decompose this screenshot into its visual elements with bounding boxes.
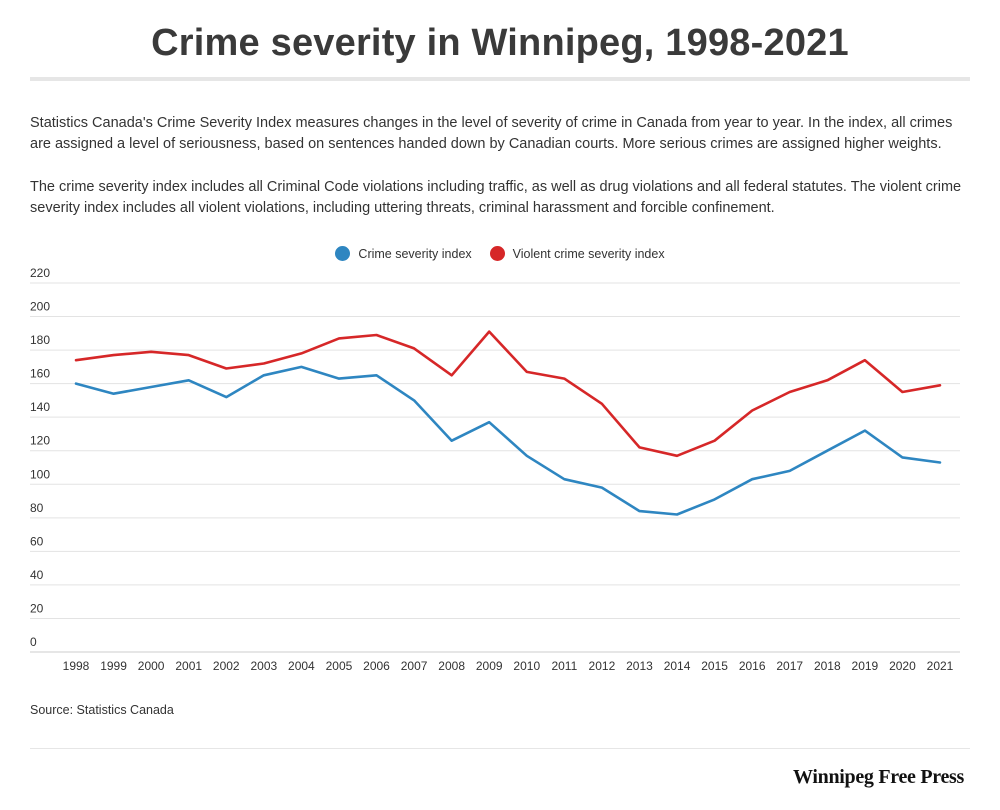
x-tick-label-2021: 2021 xyxy=(927,659,954,673)
source-note: Source: Statistics Canada xyxy=(30,703,174,717)
y-tick-label-180: 180 xyxy=(30,333,50,347)
legend-item-violent-crime-severity: Violent crime severity index xyxy=(489,246,665,261)
legend-label-violent-crime-severity: Violent crime severity index xyxy=(512,246,665,261)
x-tick-label-2015: 2015 xyxy=(701,659,728,673)
y-tick-label-60: 60 xyxy=(30,534,44,548)
x-tick-label-2005: 2005 xyxy=(326,659,353,673)
x-tick-label-2006: 2006 xyxy=(363,659,390,673)
footer-divider xyxy=(30,748,970,749)
line-chart: 0 20 40 60 80 100 120 140 160 180 200 220 1998 1999 20… xyxy=(30,266,960,673)
x-tick-label-2001: 2001 xyxy=(175,659,202,673)
x-tick-label-2014: 2014 xyxy=(664,659,691,673)
y-tick-label-80: 80 xyxy=(30,501,44,515)
description-paragraph-1: Statistics Canada's Crime Severity Index… xyxy=(30,115,953,152)
series-line-crime-severity xyxy=(74,365,942,516)
chart-legend: Crime severity index Violent crime sever… xyxy=(0,246,1000,261)
y-tick-label-200: 200 xyxy=(30,300,50,314)
x-tick-label-2013: 2013 xyxy=(626,659,653,673)
x-tick-label-2003: 2003 xyxy=(250,659,277,673)
x-tick-label-2020: 2020 xyxy=(889,659,916,673)
x-tick-label-2008: 2008 xyxy=(438,659,465,673)
x-tick-label-2002: 2002 xyxy=(213,659,240,673)
x-tick-label-1998: 1998 xyxy=(63,659,90,673)
y-tick-label-120: 120 xyxy=(30,434,50,448)
legend-dot-violent-crime-severity xyxy=(489,246,505,261)
legend-item-crime-severity: Crime severity index xyxy=(335,246,472,261)
legend-label-crime-severity: Crime severity index xyxy=(358,246,472,261)
y-tick-label-140: 140 xyxy=(30,400,50,414)
x-tick-label-2010: 2010 xyxy=(513,659,540,673)
y-tick-label-0: 0 xyxy=(30,635,37,649)
x-tick-label-2017: 2017 xyxy=(776,659,803,673)
y-tick-label-20: 20 xyxy=(30,601,44,615)
y-tick-label-160: 160 xyxy=(30,367,50,381)
x-tick-label-1999: 1999 xyxy=(100,659,127,673)
description-paragraph-2: The crime severity index includes all Cr… xyxy=(30,179,962,216)
x-tick-label-2018: 2018 xyxy=(814,659,841,673)
x-tick-label-2000: 2000 xyxy=(138,659,165,673)
y-tick-label-40: 40 xyxy=(30,568,44,582)
y-tick-label-100: 100 xyxy=(30,467,50,481)
x-tick-label-2007: 2007 xyxy=(401,659,428,673)
series-line-violent-crime-severity xyxy=(74,330,942,458)
page-title: Crime severity in Winnipeg, 1998-2021 xyxy=(151,22,849,64)
brand-logo: Winnipeg Free Press xyxy=(793,766,964,788)
x-tick-label-2011: 2011 xyxy=(551,659,577,673)
x-tick-label-2016: 2016 xyxy=(739,659,766,673)
x-tick-label-2019: 2019 xyxy=(852,659,879,673)
x-tick-label-2012: 2012 xyxy=(589,659,616,673)
legend-dot-crime-severity xyxy=(335,246,351,261)
title-divider xyxy=(30,77,970,81)
x-tick-label-2009: 2009 xyxy=(476,659,503,673)
y-tick-label-220: 220 xyxy=(30,266,50,280)
x-tick-label-2004: 2004 xyxy=(288,659,315,673)
